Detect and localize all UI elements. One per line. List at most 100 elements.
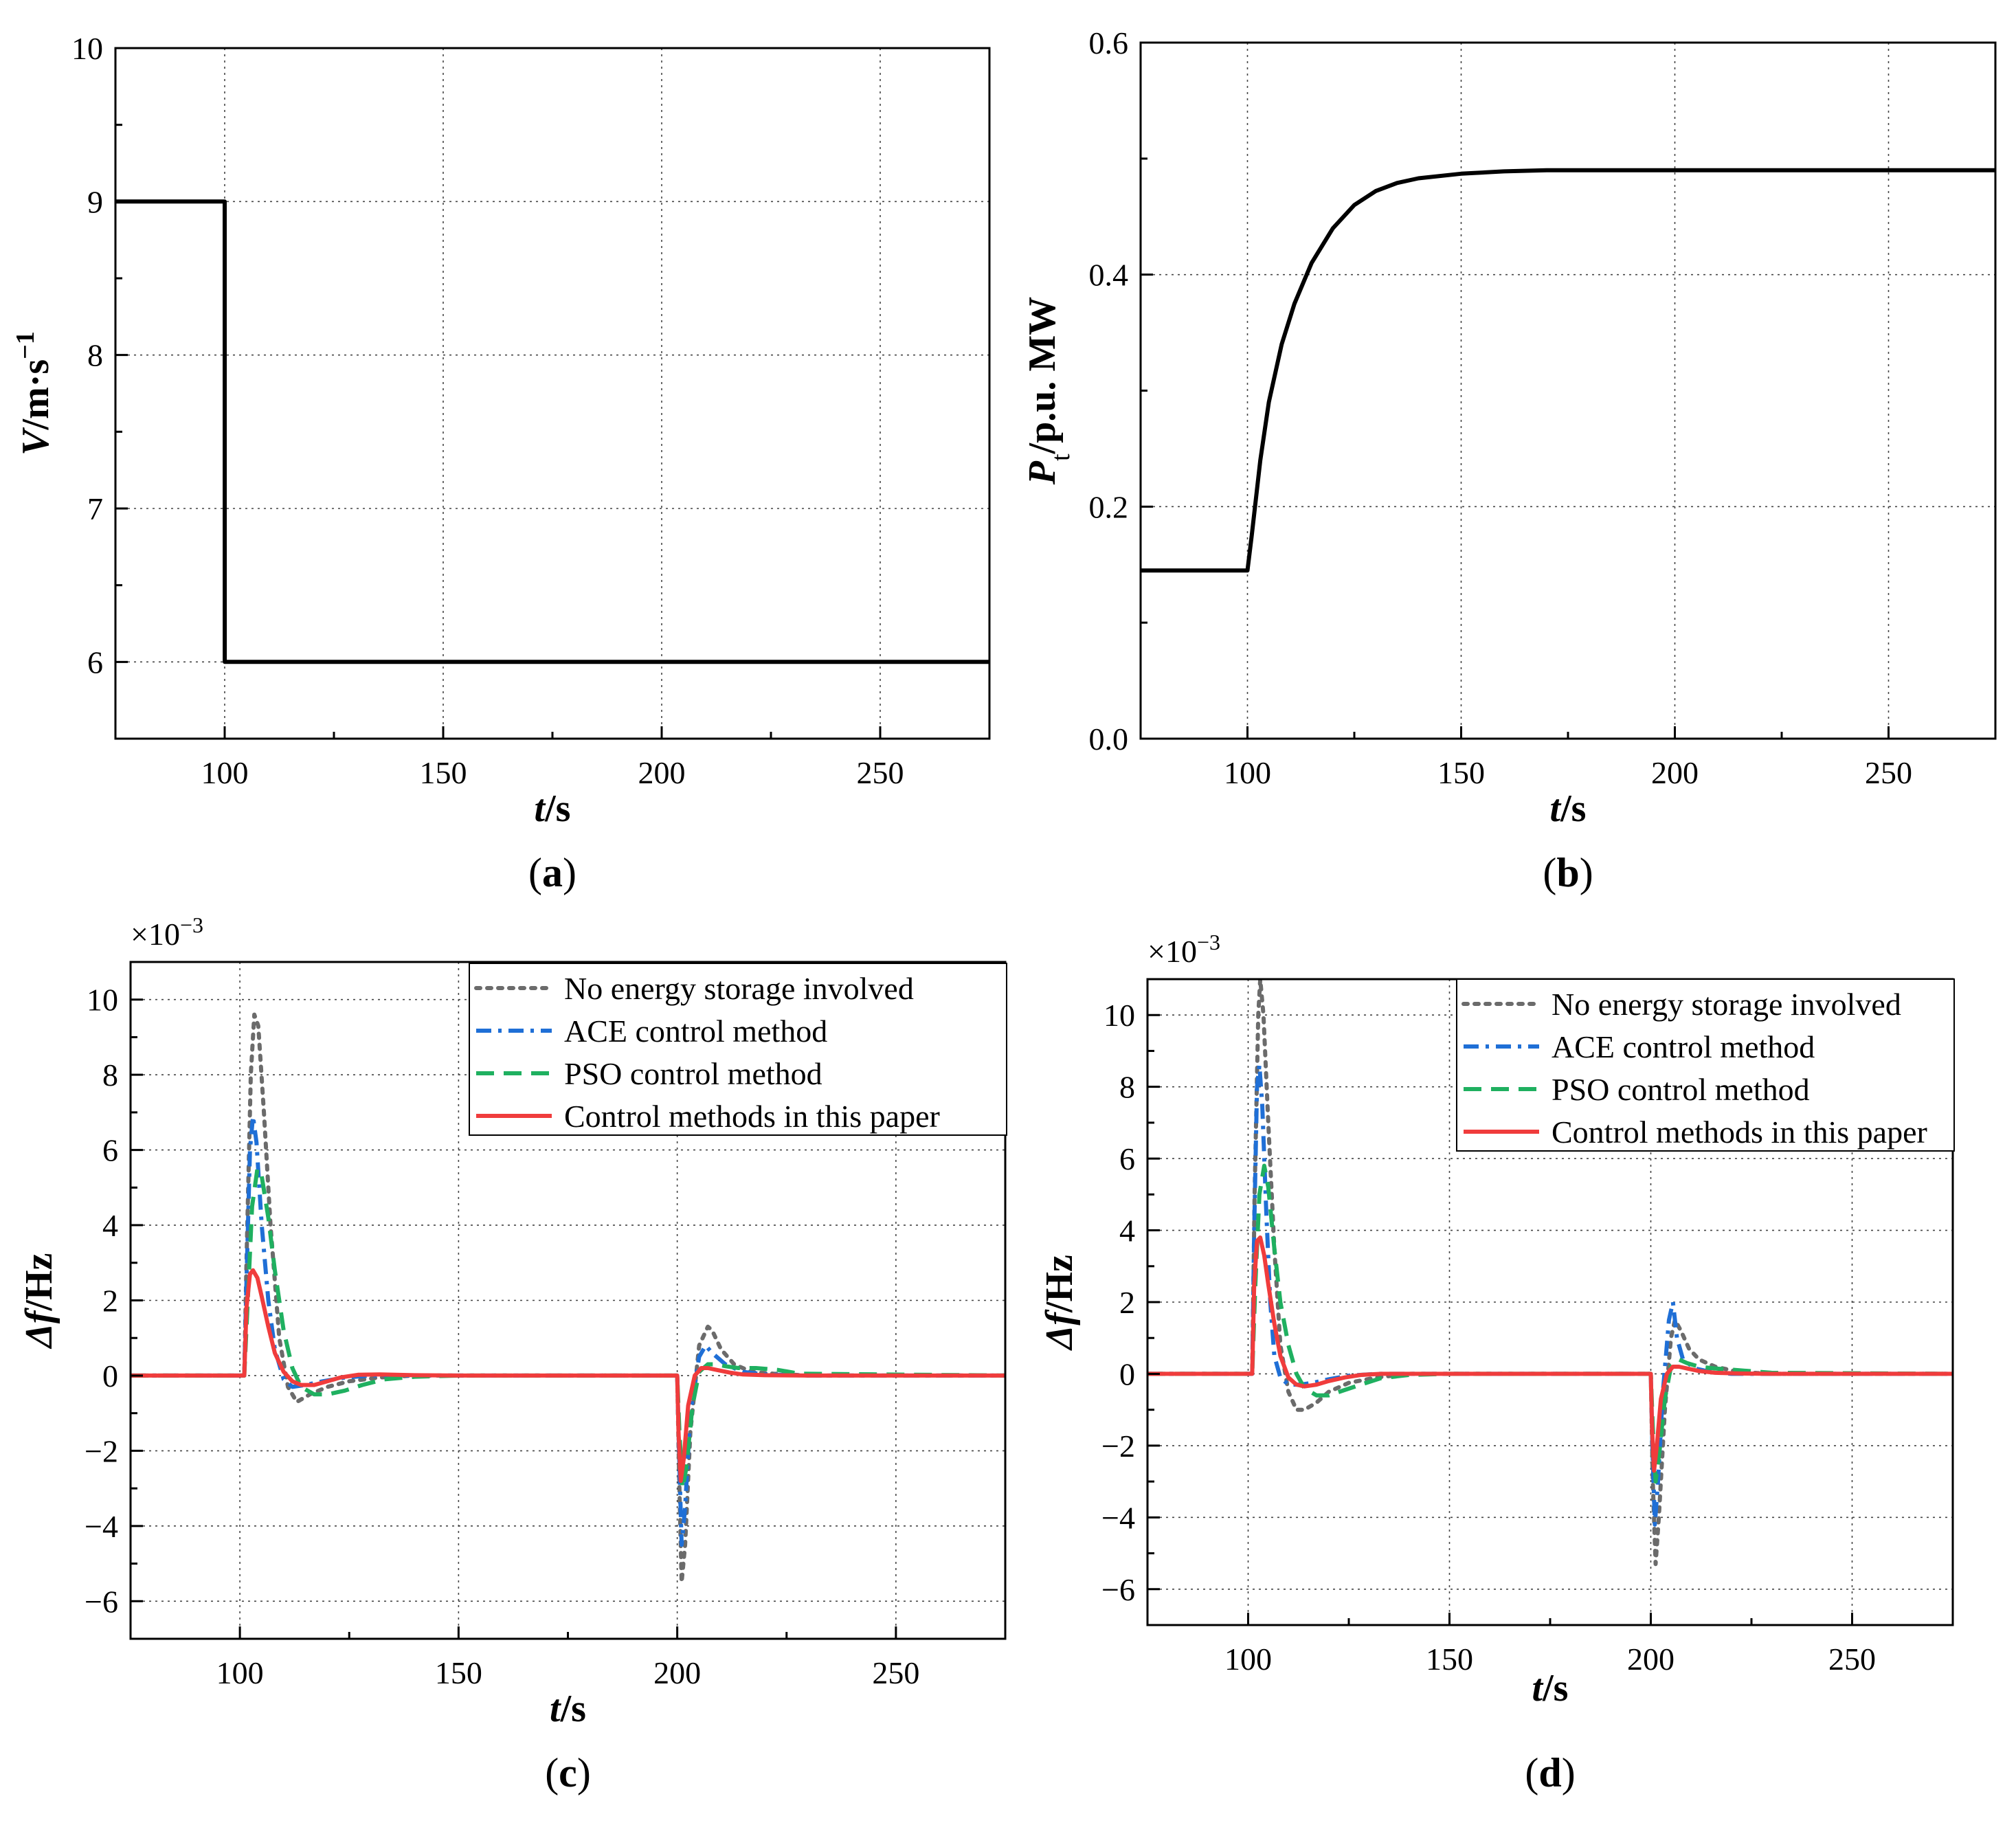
legend-label: ACE control method (1552, 1029, 1815, 1064)
caption-letter: c (559, 1750, 577, 1795)
y-tick-label: 9 (87, 184, 103, 219)
y-tick-label: 2 (1119, 1285, 1135, 1320)
legend-label: PSO control method (564, 1056, 822, 1091)
legend-label: No energy storage involved (1552, 987, 1901, 1022)
series-line-1 (115, 199, 989, 664)
x-tick-label: 200 (1627, 1642, 1675, 1677)
x-axis-label: t/s (1532, 1667, 1569, 1710)
x-tick-label: 150 (420, 755, 467, 790)
panel-caption: (d) (1525, 1750, 1575, 1795)
caption-open: ( (1543, 850, 1556, 895)
y-tick-label: −6 (85, 1584, 118, 1619)
x-axis-unit: /s (544, 787, 570, 830)
caption-letter: d (1538, 1750, 1561, 1795)
x-tick-label: 100 (1224, 1642, 1272, 1677)
multiplier-base: ×10 (131, 917, 180, 952)
y-axis-label: Δf/Hz (18, 1253, 60, 1350)
y-tick-label: 0.2 (1089, 489, 1129, 524)
y-tick-label: 0.4 (1089, 258, 1129, 293)
legend-label: No energy storage involved (564, 971, 914, 1006)
y-axis-variable: V (14, 427, 57, 456)
caption-close: ) (577, 1750, 591, 1795)
x-tick-label: 150 (1426, 1642, 1473, 1677)
y-tick-label: 10 (87, 983, 118, 1018)
panel-caption: (a) (528, 850, 576, 895)
multiplier-exponent: −3 (180, 913, 203, 937)
x-tick-label: 150 (1437, 755, 1485, 790)
y-tick-label: 8 (1119, 1070, 1135, 1105)
chart-a: 100 150 200 250 6 7 8 9 10 t/s V/m·s−1 (a) (11, 31, 991, 895)
y-axis-variable: Δf (1038, 1309, 1081, 1351)
y-tick-label: −4 (85, 1509, 118, 1544)
multiplier-base: ×10 (1147, 934, 1197, 969)
legend-box (1456, 978, 1955, 1152)
caption-close: ) (1580, 850, 1593, 895)
y-tick-label: 0 (1119, 1356, 1135, 1391)
y-tick-label: −2 (85, 1433, 118, 1468)
caption-letter: b (1556, 850, 1579, 895)
x-tick-label: 150 (435, 1655, 482, 1690)
y-tick-label: −6 (1101, 1572, 1135, 1607)
x-tick-label: 250 (1828, 1642, 1876, 1677)
y-axis-superscript: −1 (11, 331, 40, 359)
y-tick-label: 0 (102, 1358, 118, 1393)
x-axis-variable: t (550, 1688, 561, 1730)
x-tick-label: 100 (216, 1655, 264, 1690)
x-axis-unit: /s (1560, 787, 1586, 830)
caption-open: ( (1525, 1750, 1538, 1795)
x-tick-label: 250 (872, 1655, 919, 1690)
panel-caption: (b) (1543, 850, 1593, 895)
series-line-3 (131, 1167, 1005, 1491)
series-line-4 (131, 1268, 1005, 1483)
chart-b: 100 150 200 250 0.0 0.2 0.4 0.6 t/s Pt/p.u. MW (b) (1021, 25, 1997, 895)
x-axis-label: t/s (535, 787, 571, 830)
y-axis-unit: /Hz (18, 1253, 60, 1312)
multiplier-exponent: −3 (1197, 930, 1220, 954)
plot-frame (114, 47, 991, 740)
x-tick-label: 250 (1865, 755, 1912, 790)
y-axis-unit: /p.u. MW (1021, 297, 1064, 455)
y-multiplier: ×10−3 (1147, 930, 1220, 969)
y-tick-label: 8 (102, 1057, 118, 1093)
series-line-4 (1147, 1235, 1953, 1473)
caption-close: ) (1562, 1750, 1576, 1795)
x-axis-label: t/s (1550, 787, 1587, 830)
chart-d: 100 150 200 250 −6 −4 −2 0 2 4 6 8 10 t/s Δf/Hz ×10−3 No… (1038, 930, 1955, 1795)
y-axis-variable: Δf (18, 1307, 60, 1349)
plot-frame (1139, 41, 1997, 740)
legend-label: ACE control method (564, 1014, 827, 1049)
y-tick-label: 7 (87, 491, 103, 526)
x-tick-label: 200 (653, 1655, 701, 1690)
caption-close: ) (563, 850, 576, 895)
x-axis-label: t/s (550, 1688, 586, 1730)
series-line-3 (1147, 1163, 1953, 1484)
y-tick-label: 4 (1119, 1213, 1135, 1249)
x-axis-variable: t (535, 787, 546, 830)
y-tick-label: −2 (1101, 1429, 1135, 1464)
panel-caption: (c) (545, 1750, 591, 1795)
y-axis-unit: /Hz (1038, 1255, 1081, 1313)
x-tick-label: 100 (1224, 755, 1271, 790)
caption-open: ( (528, 850, 542, 895)
legend-label: Control methods in this paper (1552, 1115, 1927, 1150)
y-tick-label: 10 (1104, 998, 1135, 1033)
series-line-2 (1147, 1063, 1953, 1527)
x-axis-unit: /s (1542, 1667, 1568, 1710)
series-line-1 (1141, 168, 1995, 573)
chart-c: 100 150 200 250 −6 −4 −2 0 2 4 6 8 10 t/s Δf/Hz ×10−3 No… (18, 913, 1007, 1795)
y-tick-label: 4 (102, 1208, 118, 1243)
y-tick-label: 10 (71, 31, 103, 66)
y-tick-label: 6 (87, 645, 103, 680)
y-axis-variable: P (1021, 460, 1064, 485)
caption-letter: a (542, 850, 563, 895)
y-axis-label: Δf/Hz (1038, 1255, 1081, 1351)
y-tick-label: 8 (87, 338, 103, 373)
y-axis-label: V/m·s−1 (11, 331, 57, 456)
caption-open: ( (545, 1750, 559, 1795)
x-tick-label: 200 (1651, 755, 1699, 790)
y-tick-label: 6 (102, 1133, 118, 1168)
y-tick-label: 0.6 (1089, 25, 1129, 60)
x-axis-variable: t (1532, 1667, 1544, 1710)
y-tick-label: 6 (1119, 1141, 1135, 1176)
